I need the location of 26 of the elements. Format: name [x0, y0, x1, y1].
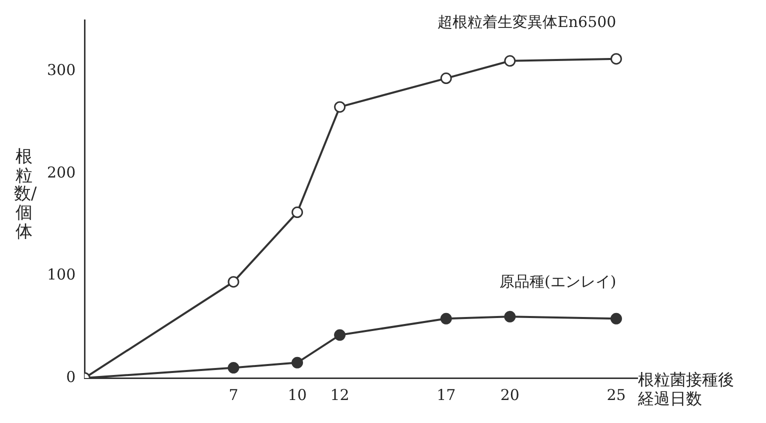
- x-tick-label: 25: [606, 386, 626, 404]
- point: [334, 329, 346, 341]
- x-tick-label: 12: [330, 386, 350, 404]
- y-tick-label: 100: [46, 266, 76, 284]
- x-axis-title: 根粒菌接種後経過日数: [638, 370, 735, 408]
- x-tick-label: 10: [288, 386, 307, 404]
- x-tick-label: 20: [500, 386, 520, 404]
- point: [440, 312, 452, 324]
- point: [504, 55, 516, 67]
- point: [610, 53, 622, 65]
- point: [228, 362, 240, 374]
- point: [292, 206, 304, 218]
- y-axis-title: 根粒数/個体: [14, 147, 37, 242]
- point: [292, 356, 304, 368]
- x-tick-label: 7: [228, 386, 238, 404]
- y-tick-label: 200: [46, 163, 76, 182]
- point: [610, 312, 622, 324]
- series-label: 原品種(エンレイ): [500, 272, 616, 291]
- series-label: 超根粒着生変異体En6500: [437, 12, 616, 31]
- x-tick-label: 17: [436, 386, 456, 404]
- point: [440, 72, 452, 84]
- point: [334, 101, 346, 113]
- y-tick-label: 300: [46, 61, 76, 80]
- point: [228, 276, 240, 288]
- point: [504, 310, 516, 322]
- y-tick-label: 0: [66, 368, 76, 386]
